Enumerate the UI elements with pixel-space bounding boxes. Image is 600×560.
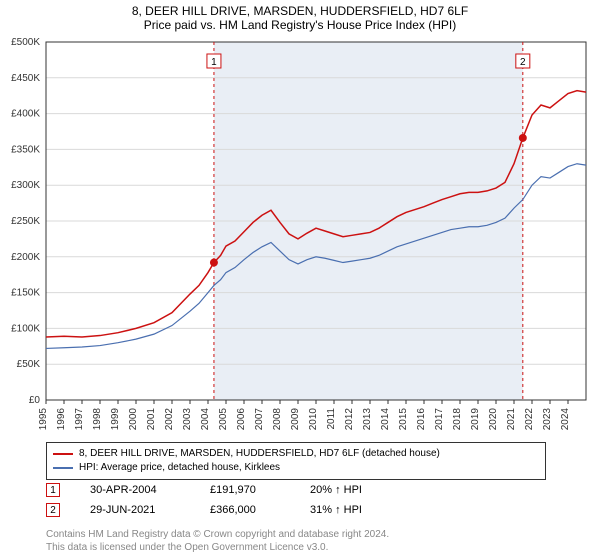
footer-attribution: Contains HM Land Registry data © Crown c… [46,528,389,554]
svg-text:1996: 1996 [56,408,67,431]
svg-text:2020: 2020 [488,408,499,431]
marker-diff: 20% ↑ HPI [310,484,400,496]
svg-text:2003: 2003 [182,408,193,431]
svg-text:2016: 2016 [416,408,427,431]
svg-text:2011: 2011 [326,408,337,430]
legend-row: 8, DEER HILL DRIVE, MARSDEN, HUDDERSFIEL… [53,447,539,461]
chart-title: 8, DEER HILL DRIVE, MARSDEN, HUDDERSFIEL… [0,0,600,18]
svg-text:2018: 2018 [452,408,463,431]
svg-text:2: 2 [520,57,526,68]
svg-text:£250K: £250K [11,216,40,227]
svg-text:2013: 2013 [362,408,373,431]
svg-text:£400K: £400K [11,109,40,120]
marker-price: £191,970 [210,484,280,496]
marker-badge: 2 [46,503,60,517]
footer-line-1: Contains HM Land Registry data © Crown c… [46,528,389,541]
svg-text:£0: £0 [29,395,41,406]
svg-text:2023: 2023 [542,408,553,431]
svg-text:£200K: £200K [11,252,40,263]
legend-swatch [53,467,73,469]
marker-date: 30-APR-2004 [90,484,180,496]
legend-box: 8, DEER HILL DRIVE, MARSDEN, HUDDERSFIEL… [46,442,546,480]
legend-row: HPI: Average price, detached house, Kirk… [53,461,539,475]
marker-diff: 31% ↑ HPI [310,504,400,516]
svg-text:2019: 2019 [470,408,481,431]
svg-text:2002: 2002 [164,408,175,431]
svg-text:2015: 2015 [398,408,409,431]
svg-text:2000: 2000 [128,408,139,431]
svg-text:£450K: £450K [11,73,40,84]
chart-svg: £0 £50K £100K £150K £200K £250K £300K £350K £400… [0,36,600,436]
svg-text:1999: 1999 [110,408,121,431]
svg-text:1998: 1998 [92,408,103,431]
marker-row: 1 30-APR-2004 £191,970 20% ↑ HPI [46,480,400,500]
svg-text:2008: 2008 [272,408,283,431]
svg-text:2012: 2012 [344,408,355,431]
marker-table: 1 30-APR-2004 £191,970 20% ↑ HPI 2 29-JUN-202… [46,480,400,520]
svg-text:2024: 2024 [560,408,571,431]
legend-swatch [53,453,73,455]
svg-text:2010: 2010 [308,408,319,431]
svg-text:£50K: £50K [17,359,41,370]
svg-text:2007: 2007 [254,408,265,431]
marker-price: £366,000 [210,504,280,516]
svg-text:£500K: £500K [11,37,40,48]
svg-text:2006: 2006 [236,408,247,431]
chart-plot-area: £0 £50K £100K £150K £200K £250K £300K £350K £400… [0,36,600,436]
svg-text:2005: 2005 [218,408,229,431]
svg-text:1997: 1997 [74,408,85,431]
svg-text:£300K: £300K [11,180,40,191]
svg-text:1995: 1995 [38,408,49,431]
legend-label: HPI: Average price, detached house, Kirk… [79,461,280,475]
marker-badge: 1 [46,483,60,497]
svg-text:£150K: £150K [11,288,40,299]
svg-text:2014: 2014 [380,408,391,431]
chart-subtitle: Price paid vs. HM Land Registry's House … [0,18,600,36]
marker-row: 2 29-JUN-2021 £366,000 31% ↑ HPI [46,500,400,520]
svg-text:2004: 2004 [200,408,211,431]
footer-line-2: This data is licensed under the Open Gov… [46,541,389,554]
svg-text:2022: 2022 [524,408,535,431]
svg-text:2017: 2017 [434,408,445,431]
svg-text:2021: 2021 [506,408,517,431]
svg-text:£350K: £350K [11,144,40,155]
marker-date: 29-JUN-2021 [90,504,180,516]
chart-container: 8, DEER HILL DRIVE, MARSDEN, HUDDERSFIEL… [0,0,600,560]
legend-label: 8, DEER HILL DRIVE, MARSDEN, HUDDERSFIEL… [79,447,440,461]
svg-text:1: 1 [211,57,217,68]
svg-text:£100K: £100K [11,323,40,334]
svg-text:2001: 2001 [146,408,157,431]
svg-text:2009: 2009 [290,408,301,431]
